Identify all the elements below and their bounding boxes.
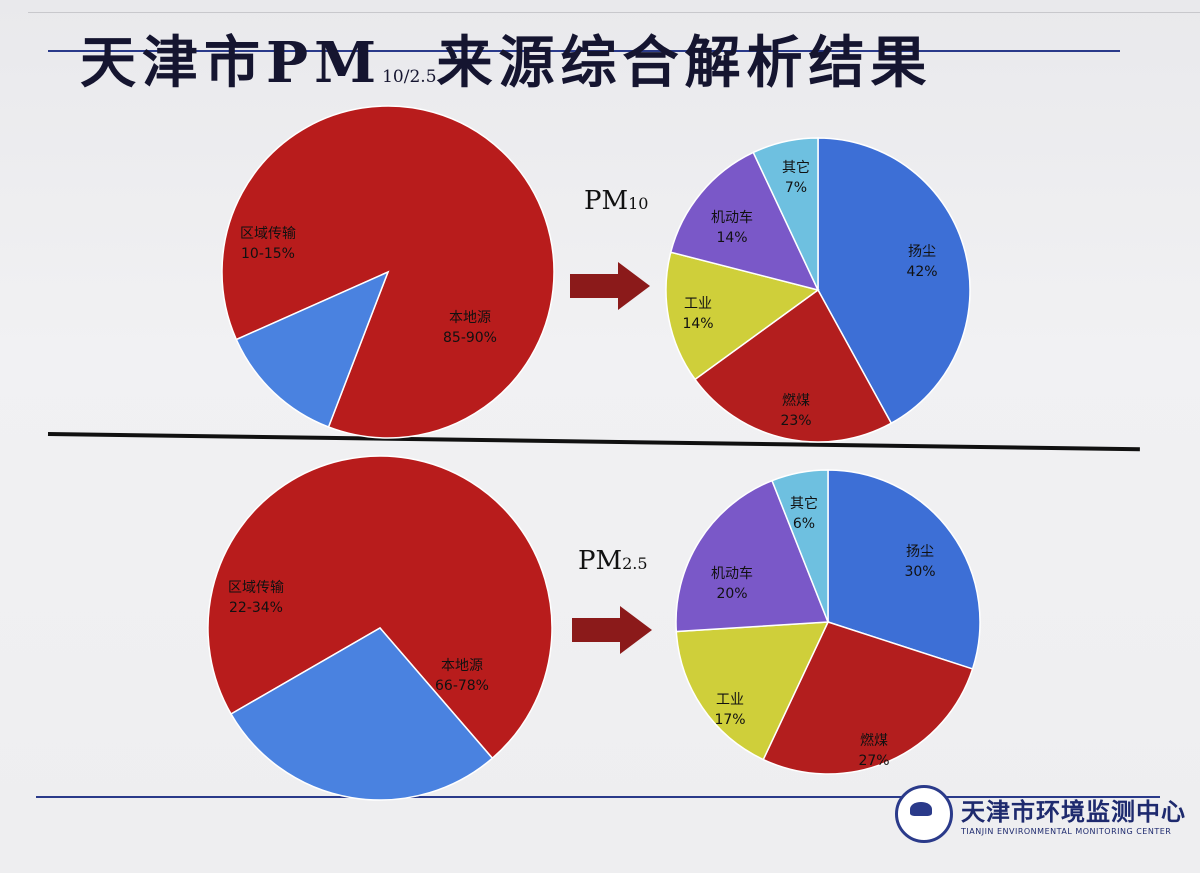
slice-label-value: 66-78% (435, 678, 489, 694)
slice-label-value: 23% (780, 413, 811, 429)
pie-slice-燃煤 (762, 621, 974, 775)
pie-slice-机动车 (675, 479, 830, 633)
slice-label-name: 其它 (782, 159, 810, 176)
slice-label-value: 27% (858, 753, 889, 769)
pie-slice-区域传输 (230, 627, 494, 801)
title-rest: 来源综合解析结果 (436, 30, 933, 96)
title-subscript: 10/2.5 (382, 67, 437, 87)
pm25-label: PM2.5 (578, 546, 648, 576)
footer-rule (36, 796, 1160, 798)
pie-slice-燃煤 (693, 288, 893, 443)
pie-slice-其它 (752, 137, 819, 291)
slide-title: 天津市PM10/2.5来源综合解析结果 (80, 18, 933, 99)
slide-top-border (28, 12, 1200, 13)
org-name-en: TIANJIN ENVIRONMENTAL MONITORING CENTER (961, 827, 1172, 836)
pm10-label-sub: 10 (628, 194, 649, 213)
pie-slice-其它 (771, 469, 829, 623)
title-rule (48, 50, 1120, 52)
slice-label-name: 机动车 (711, 565, 753, 582)
slice-label-value: 10-15% (241, 246, 295, 262)
pm10-label: PM10 (584, 186, 648, 216)
pm25-label-sub: 2.5 (622, 554, 648, 573)
pie-slice-区域传输 (235, 270, 390, 428)
slice-label-name: 工业 (716, 692, 744, 708)
slice-label-name: 本地源 (441, 658, 483, 674)
slice-label-value: 6% (793, 516, 815, 532)
slice-label-value: 14% (682, 316, 713, 332)
slice-label-name: 燃煤 (860, 732, 888, 749)
org-name: 天津市环境监测中心 (961, 798, 1186, 826)
pie-chart-4: 扬尘 30% 燃煤 27% 工业 17% 机动车 20% 其它 6% (675, 469, 981, 775)
arrow-right-icon (572, 606, 652, 654)
slice-label-value: 20% (716, 586, 747, 602)
pie-slice-工业 (665, 251, 820, 381)
slice-label-value: 42% (906, 264, 937, 280)
slice-label-value: 14% (716, 230, 747, 246)
slice-label-value: 85-90% (443, 330, 497, 346)
pie-slice-机动车 (669, 151, 820, 292)
pie-chart-3: 本地源 66-78% 区域传输 22-34% (207, 455, 553, 801)
org-logo-icon (895, 785, 953, 843)
arrow-right-icon (570, 262, 650, 310)
slice-label-value: 30% (904, 564, 935, 580)
slice-label-name: 扬尘 (906, 544, 934, 560)
pie-chart-2: 扬尘 42% 燃煤 23% 工业 14% 机动车 14% 其它 7% (665, 137, 971, 443)
slice-label-name: 本地源 (449, 310, 491, 326)
pie-slice-扬尘 (827, 469, 981, 670)
slice-label-name: 其它 (790, 495, 818, 512)
slice-label-value: 17% (714, 712, 745, 728)
title-main: 天津市PM (80, 30, 383, 96)
pie-slice-本地源 (207, 455, 553, 760)
pie-chart-1: 本地源 85-90% 区域传输 10-15% (221, 105, 555, 439)
slice-label-name: 区域传输 (228, 580, 284, 596)
organization-badge: 天津市环境监测中心 TIANJIN ENVIRONMENTAL MONITORI… (895, 785, 1186, 843)
pie-slice-扬尘 (817, 137, 971, 425)
pm25-label-prefix: PM (578, 546, 623, 576)
pie-slice-工业 (675, 621, 830, 761)
slice-label-name: 区域传输 (240, 226, 296, 242)
slice-label-name: 机动车 (711, 209, 753, 226)
slice-label-name: 燃煤 (782, 392, 810, 409)
slice-label-value: 22-34% (229, 600, 283, 616)
slice-label-name: 工业 (684, 296, 712, 312)
slice-label-name: 扬尘 (908, 244, 936, 260)
pm10-label-prefix: PM (584, 186, 629, 216)
slice-label-value: 7% (785, 180, 807, 196)
